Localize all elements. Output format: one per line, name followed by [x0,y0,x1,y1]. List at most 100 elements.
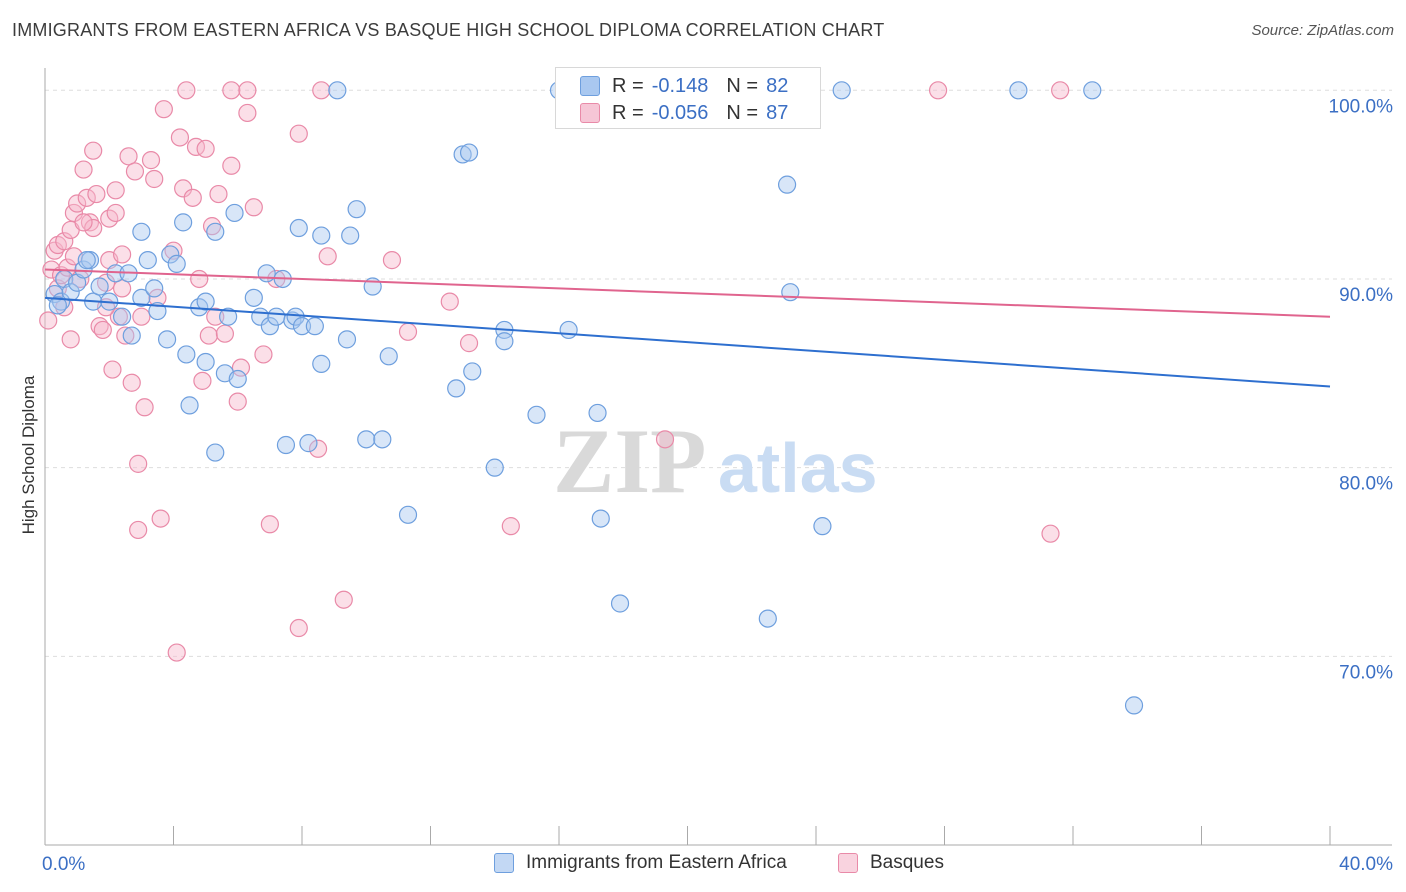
data-point [453,145,472,164]
legend-label-basques: Basques [870,852,944,873]
legend-row-eastern-africa: R = -0.148 N = 82 [580,74,788,98]
data-point [459,334,479,353]
data-point [610,594,630,613]
data-point [129,520,148,540]
data-point [832,81,851,100]
data-point [209,184,228,204]
data-point [260,317,279,336]
y-tick-label: 80.0% [1339,474,1393,495]
data-point [112,245,132,264]
data-point [758,609,777,628]
eastern-africa-points [45,81,1144,715]
data-point [196,139,215,158]
data-point [1051,81,1070,100]
trendlines [44,268,1331,388]
data-point [206,222,225,241]
data-point [129,454,148,473]
data-point [501,517,520,536]
legend-n-value: 82 [766,74,789,97]
data-point [61,330,80,349]
data-point [132,222,151,241]
data-point [292,317,312,336]
data-point [559,320,578,340]
data-point [312,226,331,245]
data-point [190,269,209,289]
data-point [61,283,80,302]
data-point [382,251,402,270]
data-point [228,369,247,389]
legend-label-eastern-africa: Immigrants from Eastern Africa [526,852,787,873]
data-point [151,509,170,528]
data-point [167,254,186,273]
data-point [174,179,193,198]
source-label: Source: ZipAtlas.com [1251,22,1394,39]
watermark-atlas: atlas [718,429,878,507]
data-point [440,292,459,311]
data-point [193,371,212,390]
data-point [312,81,331,100]
data-point [106,203,125,223]
data-point [77,251,96,270]
data-point [116,326,135,345]
data-point [305,317,324,336]
data-point [48,296,67,315]
data-point [495,332,514,351]
data-point [215,324,234,343]
basques-points [39,81,1070,662]
data-point [379,347,398,366]
data-point [1041,524,1060,543]
legend-item-eastern-africa[interactable]: Immigrants from Eastern Africa [494,852,787,874]
data-point [202,217,222,236]
data-point [459,143,479,162]
data-point [318,247,337,266]
data-point [135,398,154,417]
legend-r-label: R = [612,74,644,97]
data-point [238,103,257,123]
legend-r-value: -0.148 [651,74,709,97]
data-point [161,245,180,264]
data-point [231,358,251,377]
data-point [125,162,145,181]
legend-item-basques[interactable]: Basques [838,852,944,874]
data-point [39,311,58,330]
data-point [813,517,832,536]
data-point [103,360,122,379]
data-point [77,188,96,207]
data-point [132,288,151,307]
data-point [238,81,257,100]
data-point [55,232,74,251]
data-point [68,194,87,213]
data-point [199,326,218,345]
data-point [225,203,244,223]
data-point [777,175,797,194]
data-point [167,643,186,662]
y-axis-label: High School Diploma [19,375,38,534]
data-point [276,435,296,455]
data-point [267,307,286,326]
data-point [1124,696,1144,715]
data-point [119,147,138,166]
legend-swatch-blue [580,76,600,96]
data-point [141,151,161,170]
trendline-basques [44,268,1331,318]
trendline-eastern-africa [44,296,1331,388]
chart-title: IMMIGRANTS FROM EASTERN AFRICA VS BASQUE… [12,20,885,40]
data-point [591,509,610,528]
data-point [90,277,109,296]
legend-r-label: R = [612,101,644,124]
data-point [254,345,273,364]
data-point [289,124,308,143]
legend-swatch-pink [580,103,600,123]
data-point [219,307,238,326]
data-point [289,618,308,638]
data-point [588,403,607,423]
data-point [222,81,241,100]
data-point [257,264,276,283]
data-point [337,330,357,349]
data-point [312,354,331,373]
data-point [373,430,392,449]
legend-swatch-blue [494,853,514,873]
data-point [928,81,948,100]
series-legend: Immigrants from Eastern Africa Basques [0,852,1406,878]
data-point [106,181,125,200]
